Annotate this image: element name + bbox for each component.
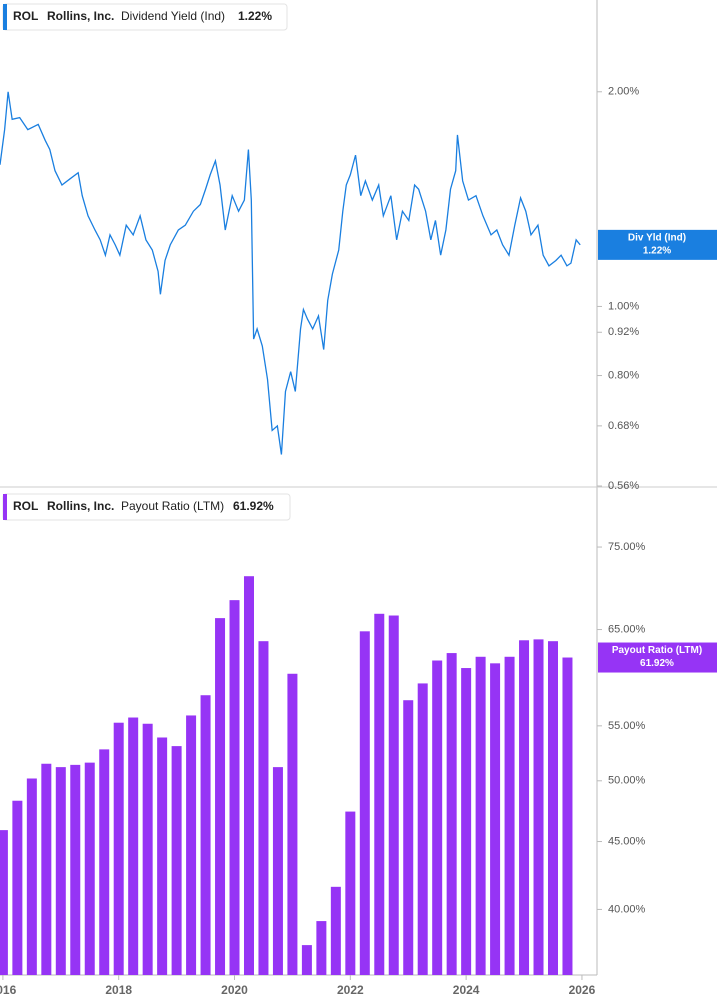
y-tick-label: 2.00% xyxy=(608,86,639,98)
bar xyxy=(374,613,385,975)
bar xyxy=(287,673,298,975)
bar xyxy=(12,800,23,975)
x-tick-label: 2024 xyxy=(453,983,480,997)
bar xyxy=(316,921,327,975)
legend-series: Dividend Yield (Ind) xyxy=(121,9,225,23)
bar xyxy=(562,657,573,975)
y-tick-label: 40.00% xyxy=(608,903,646,915)
bar xyxy=(475,656,486,975)
y-tick-label: 0.68% xyxy=(608,420,639,432)
badge-value: 1.22% xyxy=(643,246,671,257)
x-tick-label: 2020 xyxy=(221,983,248,997)
y-tick-label: 0.80% xyxy=(608,369,639,381)
bar xyxy=(446,653,457,975)
x-tick-label: 2022 xyxy=(337,983,364,997)
bar xyxy=(243,576,254,975)
x-tick-label: 2026 xyxy=(569,983,596,997)
legend-ticker: ROL xyxy=(13,499,38,513)
bar xyxy=(55,767,66,975)
legend-value: 1.22% xyxy=(238,9,272,23)
value-badge xyxy=(598,229,717,260)
bar xyxy=(403,700,414,975)
x-tick-label: 2018 xyxy=(105,983,132,997)
bar xyxy=(461,668,472,975)
bar xyxy=(547,641,558,975)
bar xyxy=(142,723,153,975)
bar xyxy=(70,764,81,975)
bar xyxy=(432,660,443,975)
bar xyxy=(41,763,52,975)
bar xyxy=(0,830,8,975)
bar xyxy=(113,722,124,975)
legend-series: Payout Ratio (LTM) xyxy=(121,499,224,513)
bar xyxy=(99,749,110,975)
legend-company: Rollins, Inc. xyxy=(47,9,114,23)
y-tick-label: 75.00% xyxy=(608,541,646,553)
value-badge xyxy=(598,642,717,673)
bar xyxy=(26,778,37,975)
bar xyxy=(504,656,515,975)
y-tick-label: 1.00% xyxy=(608,300,639,312)
y-tick-label: 0.56% xyxy=(608,480,639,492)
badge-value: 61.92% xyxy=(640,658,674,669)
bar xyxy=(301,945,312,975)
legend-swatch xyxy=(3,4,7,30)
y-tick-label: 0.92% xyxy=(608,326,639,338)
bar xyxy=(272,767,283,975)
y-tick-label: 50.00% xyxy=(608,775,646,787)
bar xyxy=(200,695,211,975)
bar xyxy=(258,641,269,975)
bar xyxy=(128,717,139,975)
y-tick-label: 55.00% xyxy=(608,720,646,732)
bar xyxy=(359,631,370,975)
legend-swatch xyxy=(3,494,7,520)
bar xyxy=(388,615,399,975)
badge-label: Div Yld (Ind) xyxy=(628,233,686,244)
bar xyxy=(330,886,341,975)
line xyxy=(0,91,581,455)
y-tick-label: 65.00% xyxy=(608,623,646,635)
bar xyxy=(490,663,501,975)
legend-value: 61.92% xyxy=(233,499,274,513)
bar xyxy=(229,600,240,975)
bar xyxy=(186,715,197,975)
bar xyxy=(417,683,428,975)
legend-ticker: ROL xyxy=(13,9,38,23)
legend-company: Rollins, Inc. xyxy=(47,499,114,513)
bar xyxy=(519,640,530,975)
x-tick-label: 2016 xyxy=(0,983,17,997)
bar xyxy=(157,737,168,975)
bar xyxy=(345,811,356,975)
badge-label: Payout Ratio (LTM) xyxy=(612,645,702,656)
bar xyxy=(84,762,95,975)
bar xyxy=(533,639,544,975)
y-tick-label: 45.00% xyxy=(608,835,646,847)
bar xyxy=(215,618,226,975)
bar xyxy=(171,746,182,975)
